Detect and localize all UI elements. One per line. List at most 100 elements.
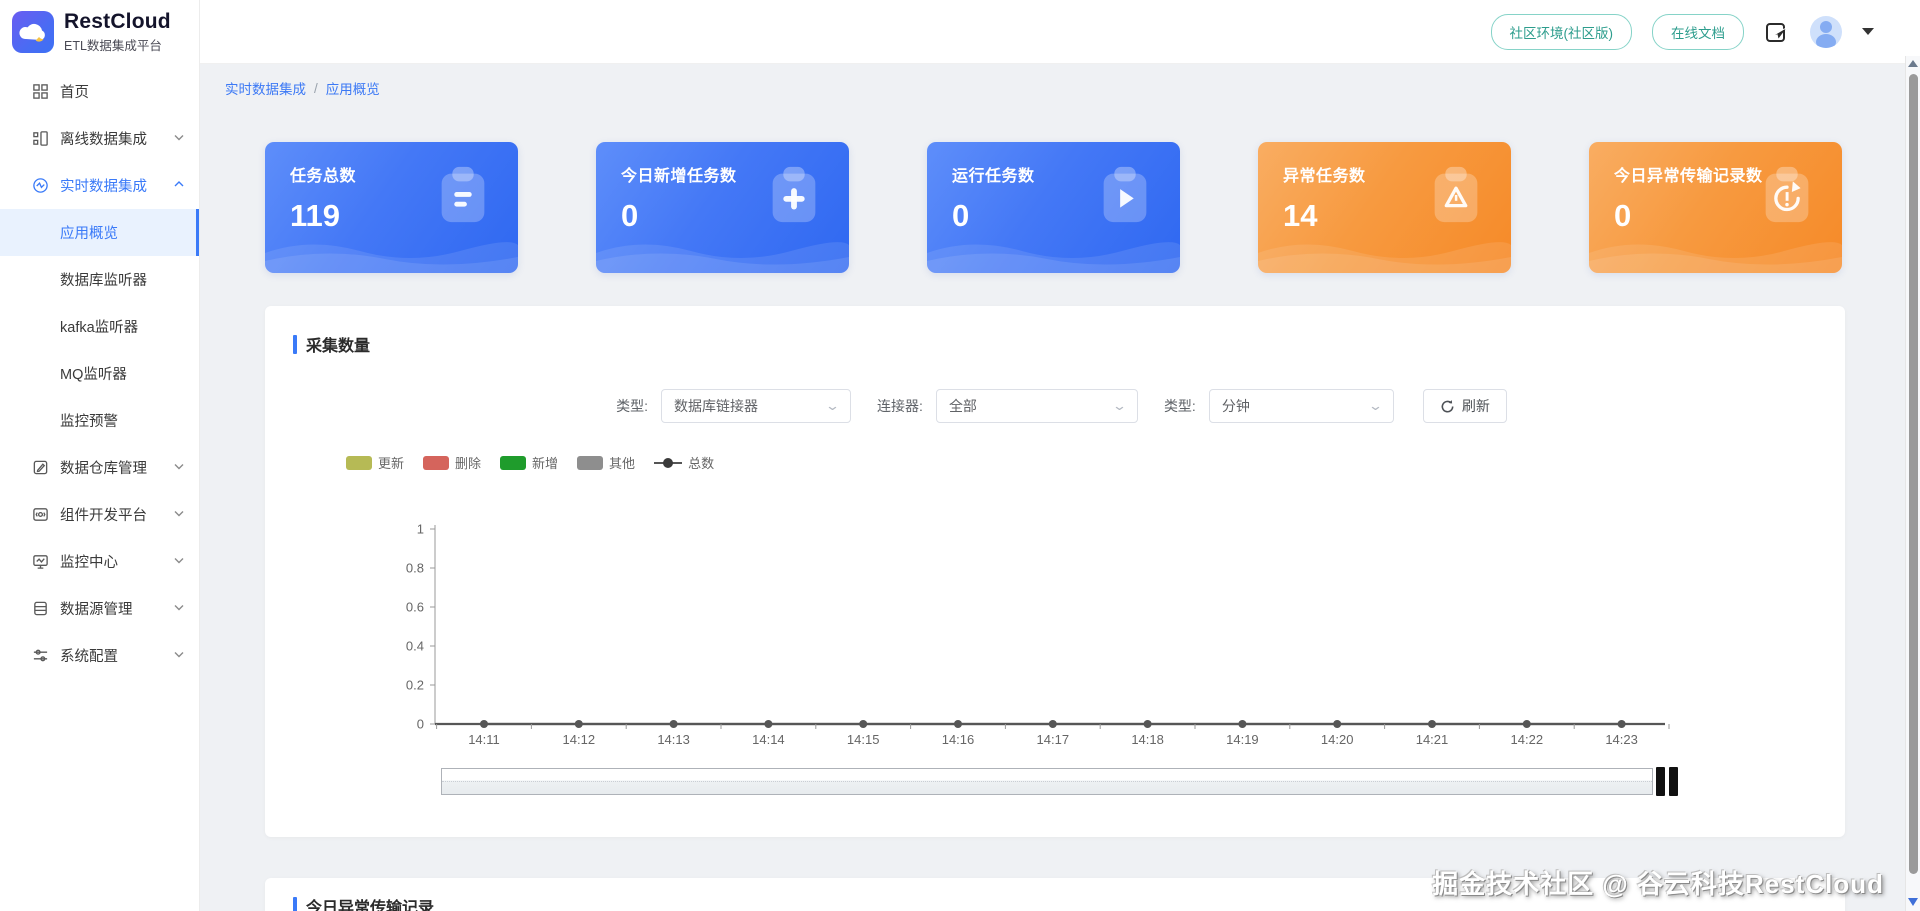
sidebar-subitem-0[interactable]: 应用概览 [0, 209, 199, 256]
sidebar-item-1[interactable]: 离线数据集成 [0, 115, 199, 162]
clipboard-warning-icon [1434, 166, 1478, 223]
svg-text:14:21: 14:21 [1416, 732, 1449, 747]
stat-card-3: 异常任务数 14 [1258, 142, 1511, 273]
stat-card-label: 今日异常传输记录数 [1614, 168, 1763, 185]
sidebar-item-0[interactable]: 首页 [0, 68, 199, 115]
svg-text:14:14: 14:14 [752, 732, 785, 747]
datazoom-handle-right[interactable] [1669, 767, 1678, 796]
chevron-down-icon [173, 601, 185, 617]
stat-card-label: 异常任务数 [1283, 168, 1366, 185]
sidebar-subitem-3[interactable]: MQ监听器 [0, 350, 199, 397]
breadcrumb-parent[interactable]: 实时数据集成 [225, 82, 306, 97]
scroll-down-arrow-icon[interactable] [1908, 898, 1918, 906]
svg-text:14:13: 14:13 [657, 732, 690, 747]
svg-text:14:20: 14:20 [1321, 732, 1354, 747]
legend-swatch [346, 455, 372, 470]
sidebar-item-label: 数据仓库管理 [60, 461, 147, 477]
panel-title: 今日异常传输记录 [293, 894, 1817, 911]
legend-item-3[interactable]: 其他 [577, 453, 635, 472]
sidebar-subitem-1[interactable]: 数据库监听器 [0, 256, 199, 303]
legend-label: 删除 [455, 456, 482, 471]
select-caret-icon: ⌄ [1367, 398, 1384, 413]
select-value: 分钟 [1221, 398, 1250, 414]
page-scrollbar[interactable] [1905, 56, 1920, 911]
svg-text:14:16: 14:16 [942, 732, 975, 747]
sidebar-subitem-2[interactable]: kafka监听器 [0, 303, 199, 350]
select-caret-icon: ⌄ [824, 398, 841, 413]
sidebar-item-7[interactable]: 系统配置 [0, 632, 199, 679]
datazoom-handle-left[interactable] [1656, 767, 1665, 796]
legend-swatch [500, 455, 527, 470]
monitor-center-icon [32, 553, 49, 570]
legend-item-4[interactable]: 总数 [654, 453, 714, 472]
breadcrumb-separator: / [314, 80, 318, 96]
legend-label: 新增 [532, 456, 559, 471]
sidebar-item-4[interactable]: 组件开发平台 [0, 491, 199, 538]
stat-card-value: 14 [1283, 198, 1318, 233]
select-value: 数据库链接器 [674, 398, 759, 414]
refresh-label: 刷新 [1461, 398, 1490, 414]
system-config-icon [32, 647, 49, 664]
filter-select-2[interactable]: 分钟 ⌄ [1208, 389, 1394, 423]
sidebar-item-label: 离线数据集成 [60, 132, 147, 148]
stat-cards-row: 任务总数 119 今日新增任务数 0 运行任务数 0 异常任务数 14 今日异常… [265, 142, 1842, 273]
sidebar-subitem-label: MQ监听器 [60, 367, 127, 383]
chevron-down-icon [173, 648, 185, 664]
svg-text:14:17: 14:17 [1037, 732, 1070, 747]
svg-text:0.4: 0.4 [406, 639, 424, 654]
panel-title: 采集数量 [293, 306, 1817, 356]
filter-select-1[interactable]: 全部 ⌄ [935, 389, 1138, 423]
sidebar-subitem-4[interactable]: 监控预警 [0, 397, 199, 444]
clipboard-list-icon [441, 166, 485, 223]
restcloud-logo-icon [12, 11, 54, 53]
user-avatar[interactable] [1810, 15, 1842, 48]
sidebar-subitem-label: 应用概览 [60, 226, 118, 242]
legend-item-2[interactable]: 新增 [500, 453, 558, 472]
chevron-down-icon [173, 554, 185, 570]
datazoom-slider [293, 767, 1817, 797]
stat-card-label: 任务总数 [290, 168, 357, 185]
datazoom-track[interactable] [441, 768, 1653, 795]
svg-text:1: 1 [417, 522, 424, 537]
user-menu-caret-icon[interactable] [1862, 28, 1874, 35]
legend-item-0[interactable]: 更新 [346, 453, 404, 472]
svg-text:14:15: 14:15 [847, 732, 880, 747]
online-docs-button[interactable]: 在线文档 [1652, 13, 1744, 50]
svg-text:14:11: 14:11 [468, 732, 500, 747]
filter-select-0[interactable]: 数据库链接器 ⌄ [661, 389, 852, 423]
env-badge-button[interactable]: 社区环境(社区版) [1490, 13, 1632, 50]
legend-swatch [577, 455, 604, 470]
open-new-window-icon[interactable] [1764, 19, 1790, 45]
realtime-integration-icon [32, 177, 49, 194]
title-accent-bar [293, 896, 297, 911]
breadcrumb-current[interactable]: 应用概览 [325, 82, 380, 97]
scroll-up-arrow-icon[interactable] [1908, 60, 1918, 67]
offline-integration-icon [32, 130, 49, 147]
sidebar-item-6[interactable]: 数据源管理 [0, 585, 199, 632]
stat-card-2: 运行任务数 0 [927, 142, 1180, 273]
clipboard-plus-icon [772, 166, 816, 223]
filters-row: 类型: 数据库链接器 ⌄ 连接器: 全部 ⌄ 类型: 分钟 ⌄ 刷新 [293, 389, 1817, 423]
sidebar-item-label: 系统配置 [60, 649, 118, 665]
sidebar-subitem-label: kafka监听器 [60, 320, 139, 336]
chevron-down-icon [173, 460, 185, 476]
collection-panel-title: 采集数量 [306, 338, 371, 355]
legend-line-marker [654, 457, 683, 468]
title-accent-bar [293, 334, 297, 354]
stat-card-value: 0 [1614, 198, 1632, 233]
sidebar-item-5[interactable]: 监控中心 [0, 538, 199, 585]
logo-text: RestCloud ETL数据集成平台 [64, 10, 171, 54]
app-title: RestCloud [64, 10, 171, 33]
clipboard-play-icon [1103, 166, 1147, 223]
legend-label: 总数 [688, 456, 715, 471]
logo-area: RestCloud ETL数据集成平台 [0, 0, 199, 64]
sidebar-subitem-label: 数据库监听器 [60, 273, 147, 289]
sidebar-item-2[interactable]: 实时数据集成 [0, 162, 199, 209]
legend-item-1[interactable]: 删除 [423, 453, 481, 472]
scrollbar-thumb[interactable] [1909, 74, 1918, 874]
sidebar-item-3[interactable]: 数据仓库管理 [0, 444, 199, 491]
stat-card-value: 0 [621, 198, 639, 233]
refresh-button[interactable]: 刷新 [1422, 389, 1507, 423]
svg-text:14:12: 14:12 [563, 732, 596, 747]
